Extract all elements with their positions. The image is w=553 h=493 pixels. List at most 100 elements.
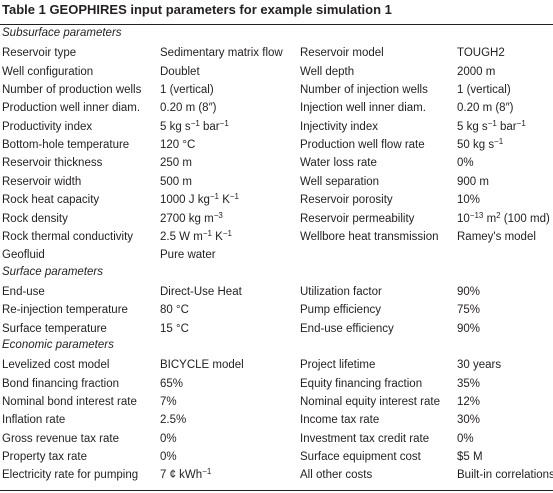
parameter-value: 2.5 W m−1 K−1 (160, 228, 232, 243)
table-row: Rock density 2700 kg m−3 Reservoir permeab… (0, 210, 553, 228)
parameter-value: 90% (457, 322, 481, 335)
parameter-value: 30% (457, 414, 481, 427)
parameter-value: 2700 kg m−3 (160, 210, 223, 225)
parameter-label: Electricity rate for pumping (2, 469, 139, 482)
parameter-value: 500 m (160, 175, 192, 188)
parameter-value: Built-in correlations (457, 469, 553, 482)
parameter-label: Number of production wells (2, 84, 142, 97)
table-row: Nominal bond interest rate 7% Nominal equi… (0, 393, 553, 411)
section-heading: Economic parameters (2, 338, 114, 351)
parameter-label: Water loss rate (300, 157, 377, 170)
parameter-label: Geofluid (2, 249, 45, 262)
parameter-label: Levelized cost model (2, 359, 110, 372)
table-row: Number of production wells 1 (vertical) Nu… (0, 81, 553, 99)
table-row: Well configuration Doublet Well depth 2000 … (0, 63, 553, 81)
table-row: Reservoir type Sedimentary matrix flow Res… (0, 44, 553, 62)
parameter-label: Surface equipment cost (300, 451, 421, 464)
parameter-label: Bond financing fraction (2, 377, 119, 390)
parameter-label: Reservoir thickness (2, 157, 103, 170)
parameter-value: 900 m (457, 175, 489, 188)
table-row: End-use Direct-Use Heat Utilization factor… (0, 283, 553, 301)
parameter-label: Number of injection wells (300, 84, 428, 97)
parameter-value: 0% (160, 432, 177, 445)
table-row: Gross revenue tax rate 0% Investment tax c… (0, 430, 553, 448)
parameter-label: All other costs (300, 469, 373, 482)
parameter-label: Income tax rate (300, 414, 380, 427)
parameter-label: End-use efficiency (300, 322, 394, 335)
parameter-label: Injection well inner diam. (300, 102, 426, 115)
section-heading: Surface parameters (2, 265, 103, 278)
parameter-value: 65% (160, 377, 184, 390)
parameter-value: Doublet (160, 65, 200, 78)
parameter-value: Ramey's model (457, 230, 536, 243)
parameter-label: Re-injection temperature (2, 304, 128, 317)
table-row: Productivity index 5 kg s−1 bar−1 Injectiv… (0, 118, 553, 136)
parameter-value: 15 °C (160, 322, 189, 335)
parameter-label: Well depth (300, 65, 355, 78)
parameter-label: Surface temperature (2, 322, 107, 335)
table-row: Rock thermal conductivity 2.5 W m−1 K−1 We… (0, 228, 553, 246)
parameter-label: Rock thermal conductivity (2, 230, 134, 243)
parameter-value: 250 m (160, 157, 192, 170)
parameter-label: Gross revenue tax rate (2, 432, 119, 445)
parameter-value: 2.5% (160, 414, 187, 427)
parameter-label: Well separation (300, 175, 380, 188)
parameter-label: Inflation rate (2, 414, 66, 427)
parameter-value: 90% (457, 285, 481, 298)
parameter-value: 50 kg s−1 (457, 137, 504, 152)
parameter-label: End-use (2, 285, 45, 298)
parameter-value: 0% (160, 451, 177, 464)
parameter-value: Sedimentary matrix flow (160, 47, 283, 60)
parameter-value: 5 kg s−1 bar−1 (160, 118, 229, 133)
parameter-label: Rock heat capacity (2, 194, 100, 207)
parameter-label: Production well flow rate (300, 139, 425, 152)
table-row: Property tax rate 0% Surface equipment cos… (0, 448, 553, 466)
parameter-label: Project lifetime (300, 359, 376, 372)
parameter-label: Bottom-hole temperature (2, 139, 130, 152)
section-heading: Subsurface parameters (2, 27, 122, 39)
parameter-value: 1 (vertical) (457, 84, 511, 97)
table-row: Electricity rate for pumping 7 ¢ kWh−1 All… (0, 466, 553, 484)
table-row: Bond financing fraction 65% Equity financi… (0, 375, 553, 393)
parameter-value: 35% (457, 377, 481, 390)
table-row: Production well inner diam. 0.20 m (8″) In… (0, 99, 553, 117)
parameter-label: Reservoir permeability (300, 212, 415, 225)
parameter-label: Equity financing fraction (300, 377, 423, 390)
parameter-value: BICYCLE model (160, 359, 244, 372)
parameter-label: Injectivity index (300, 120, 378, 133)
table-row: Reservoir width 500 m Well separation 900 m (0, 173, 553, 191)
parameter-label: Productivity index (2, 120, 93, 133)
parameter-value: 10−13 m2 (100 md) (457, 210, 550, 225)
top-rule (0, 24, 553, 25)
parameter-value: 1 (vertical) (160, 84, 214, 97)
parameter-value: $5 M (457, 451, 483, 464)
table-row: Geofluid Pure water (0, 246, 553, 264)
parameter-value: 7 ¢ kWh−1 (160, 467, 212, 482)
parameter-label: Property tax rate (2, 451, 88, 464)
parameter-value: 7% (160, 396, 177, 408)
parameter-label: Pump efficiency (300, 304, 381, 317)
parameter-value: Direct-Use Heat (160, 285, 242, 298)
parameter-label: Reservoir type (2, 47, 77, 60)
table-row: Rock heat capacity 1000 J kg−1 K−1 Reservo… (0, 191, 553, 209)
parameter-value: 0% (457, 432, 474, 445)
table-caption: Table 1 GEOPHIRES input parameters for e… (2, 2, 392, 17)
parameter-value: 120 °C (160, 139, 196, 152)
table-row: Surface temperature 15 °C End-use efficien… (0, 320, 553, 338)
table-row: Bottom-hole temperature 120 °C Production … (0, 136, 553, 154)
parameter-label: Reservoir porosity (300, 194, 393, 207)
parameter-label: Well configuration (2, 65, 94, 78)
parameter-label: Wellbore heat transmission (300, 230, 439, 243)
parameter-label: Nominal bond interest rate (2, 396, 137, 408)
parameter-value: 1000 J kg−1 K−1 (160, 192, 239, 207)
parameter-value: TOUGH2 (457, 47, 505, 60)
parameter-value: 2000 m (457, 65, 496, 78)
table-row: Levelized cost model BICYCLE model Project… (0, 356, 553, 374)
parameter-label: Production well inner diam. (2, 102, 141, 115)
table-row: Reservoir thickness 250 m Water loss rate 0… (0, 154, 553, 172)
parameter-label: Investment tax credit rate (300, 432, 430, 445)
parameter-value: 75% (457, 304, 481, 317)
parameter-value: Pure water (160, 249, 216, 262)
parameter-value: 5 kg s−1 bar−1 (457, 118, 526, 133)
parameter-label: Reservoir width (2, 175, 82, 188)
